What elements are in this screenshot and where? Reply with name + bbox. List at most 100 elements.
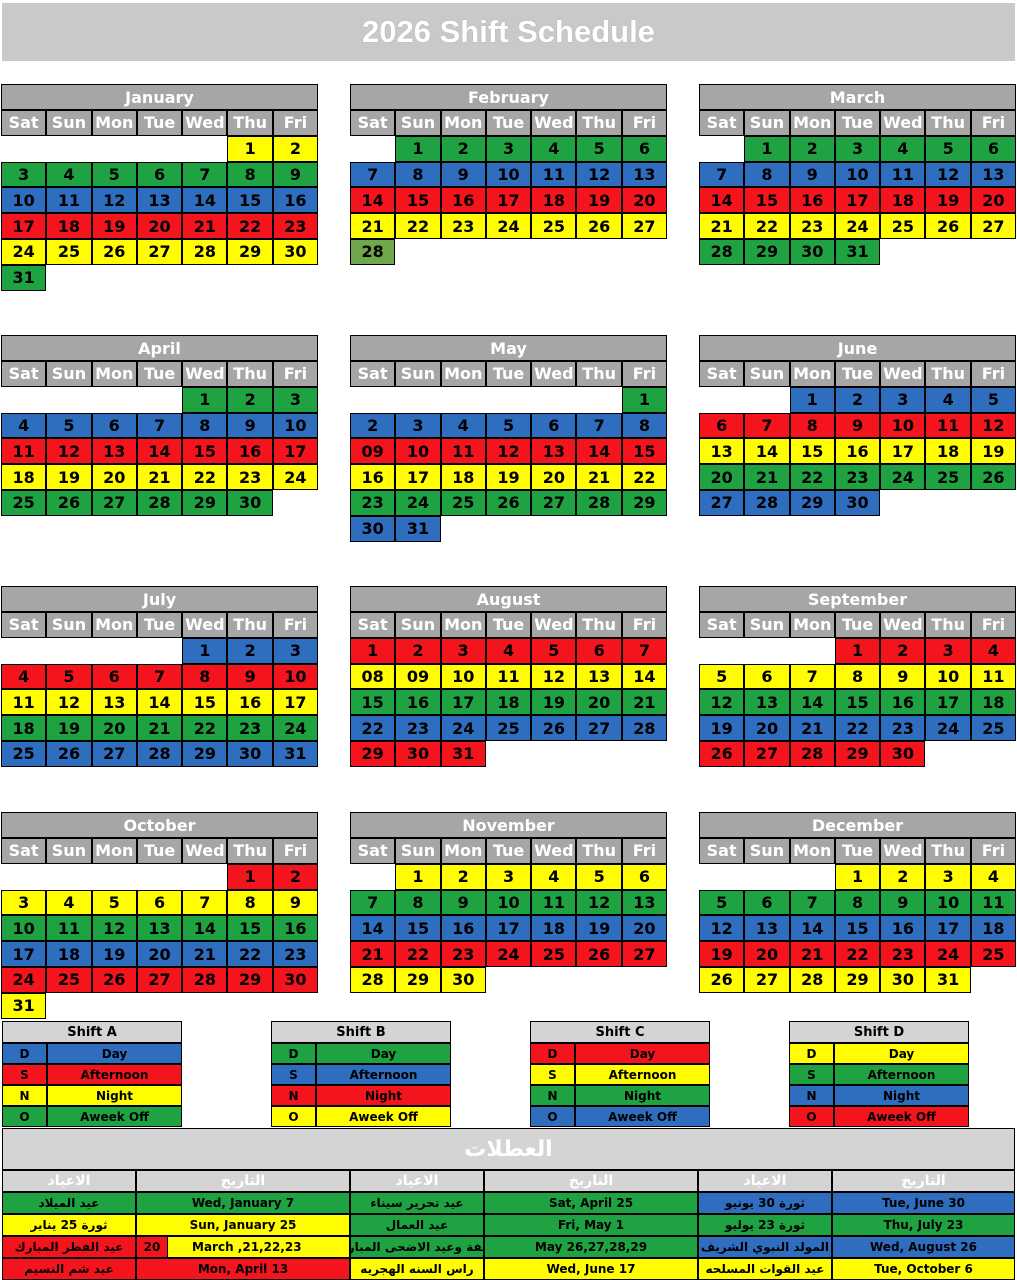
day-cell: 27 (744, 966, 790, 993)
legend-row: S Afternoon (2, 1064, 182, 1085)
month-grid: Sat Sun Mon Tue Wed Thu Fri 1 2 3 4 5 6 7 8 9 10 11 12 13 14… (699, 612, 1017, 767)
day-cell: 7 (350, 889, 396, 916)
day-cell: 15 (395, 915, 441, 942)
day-cell: 4 (970, 863, 1017, 890)
weekday-header: Wed (880, 361, 926, 387)
weekday-header: Thu (576, 838, 622, 864)
day-cell: 25 (440, 489, 486, 516)
legend-code: D (271, 1043, 316, 1064)
day-cell: 10 (440, 663, 486, 690)
legend-code: D (789, 1043, 834, 1064)
weekday-header: Fri (621, 361, 668, 387)
empty-cell (395, 387, 440, 413)
day-cell: 3 (925, 863, 971, 890)
holiday-cell: Fri, May 1 (484, 1214, 698, 1236)
weekday-header: Sun (46, 838, 92, 864)
holiday-cell: وقفة وعيد الاضحى المبارك (350, 1236, 484, 1258)
day-cell: 7 (350, 161, 396, 188)
day-cell: 25 (531, 941, 577, 967)
day-cell: 14 (136, 438, 183, 465)
day-cell: 12 (970, 412, 1017, 439)
day-cell: 23 (227, 464, 273, 490)
day-cell: 24 (395, 489, 441, 516)
day-cell: 21 (182, 941, 228, 967)
weekday-header: Mon (440, 612, 486, 638)
day-cell: 5 (970, 386, 1017, 413)
month-january: January Sat Sun Mon Tue Wed Thu Fri 1 2 3 4 5 6 7 8 9 10 1… (1, 84, 319, 291)
month-june: June Sat Sun Mon Tue Wed Thu Fri 1 2 3 4 5 6 7 8 9 10 11 12… (699, 335, 1017, 516)
day-cell: 3 (440, 637, 486, 664)
day-cell: 2 (395, 637, 441, 664)
day-cell: 8 (621, 412, 668, 439)
weekday-header: Fri (970, 110, 1017, 136)
month-grid: Sat Sun Mon Tue Wed Thu Fri 1 2 3 4 5 6 7 8 9 10 11 12 13 14… (1, 612, 319, 767)
day-cell: 4 (485, 637, 532, 664)
day-cell: 15 (834, 915, 881, 942)
empty-cell (92, 864, 137, 890)
day-cell: 10 (272, 412, 319, 439)
day-cell: 25 (485, 715, 532, 741)
month-april: April Sat Sun Mon Tue Wed Thu Fri 1 2 3 4 5 6 7 8 9 10 11 1… (1, 335, 319, 516)
weekday-header: Sun (46, 110, 92, 136)
holiday-cell: Wed, June 17 (484, 1258, 698, 1280)
weekday-header: Fri (970, 612, 1017, 638)
legend-code: S (271, 1064, 316, 1085)
day-cell: 6 (576, 637, 622, 664)
day-cell: 22 (227, 941, 273, 967)
day-cell: 2 (350, 412, 396, 439)
weekday-header: Thu (925, 838, 971, 864)
month-october: October Sat Sun Mon Tue Wed Thu Fri 1 2 3 4 5 6 7 8 9 10 1… (1, 812, 319, 1019)
day-cell: 28 (789, 740, 835, 767)
empty-cell (137, 387, 182, 413)
day-cell: 7 (182, 161, 228, 188)
day-cell: 16 (834, 438, 881, 465)
day-cell: 18 (46, 941, 92, 967)
day-cell: 25 (46, 238, 92, 265)
day-cell: 25 (46, 966, 92, 993)
day-cell: 13 (621, 161, 668, 188)
day-cell: 5 (925, 135, 971, 162)
month-november: November Sat Sun Mon Tue Wed Thu Fri 1 2 3 4 5 6 7 8 9 10… (350, 812, 668, 993)
holiday-cell: عيد القوات المسلحه (698, 1258, 832, 1280)
weekday-header: Tue (834, 110, 881, 136)
weekday-header: Sat (699, 838, 745, 864)
day-cell: 15 (227, 187, 273, 214)
day-cell: 11 (440, 438, 486, 465)
day-cell: 9 (227, 663, 273, 690)
day-cell: 8 (182, 663, 228, 690)
legend-shift-a: Shift A D Day S Afternoon N Night O Aweek Off (2, 1021, 182, 1127)
weekday-header: Thu (576, 110, 622, 136)
day-cell: 6 (531, 412, 577, 439)
day-cell: 12 (699, 915, 745, 942)
month-grid: Sat Sun Mon Tue Wed Thu Fri 1 2 3 4 5 6 7 8 9 10 11 12 13 14… (699, 361, 1017, 516)
weekday-header: Thu (925, 612, 971, 638)
day-cell: 12 (485, 438, 532, 465)
legend-label: Afternoon (47, 1064, 182, 1085)
day-cell: 30 (834, 489, 881, 516)
day-cell: 1 (227, 863, 273, 890)
day-cell: 21 (350, 941, 396, 967)
empty-cell (46, 387, 91, 413)
legend-label: Day (834, 1043, 969, 1064)
day-cell: 9 (227, 412, 273, 439)
day-cell: 17 (485, 915, 532, 942)
day-cell: 17 (272, 438, 319, 465)
day-cell: 09 (395, 663, 441, 690)
day-cell: 28 (576, 489, 622, 516)
day-cell: 10 (272, 663, 319, 690)
day-cell: 13 (576, 663, 622, 690)
empty-cell (1, 638, 46, 664)
day-cell: 23 (227, 715, 273, 741)
legend-label: Day (575, 1043, 710, 1064)
day-cell: 7 (699, 161, 745, 188)
day-cell: 14 (789, 915, 835, 942)
empty-cell (1, 387, 46, 413)
day-cell: 25 (1, 489, 47, 516)
day-cell: 4 (440, 412, 486, 439)
day-cell: 6 (91, 412, 137, 439)
month-grid: Sat Sun Mon Tue Wed Thu Fri 1 2 3 4 5 6 7 8 9 10 11 12 13 14… (350, 838, 668, 993)
day-cell: 13 (699, 438, 745, 465)
legend-row: D Day (789, 1043, 969, 1064)
weekday-header: Mon (440, 838, 486, 864)
empty-cell (699, 864, 744, 890)
